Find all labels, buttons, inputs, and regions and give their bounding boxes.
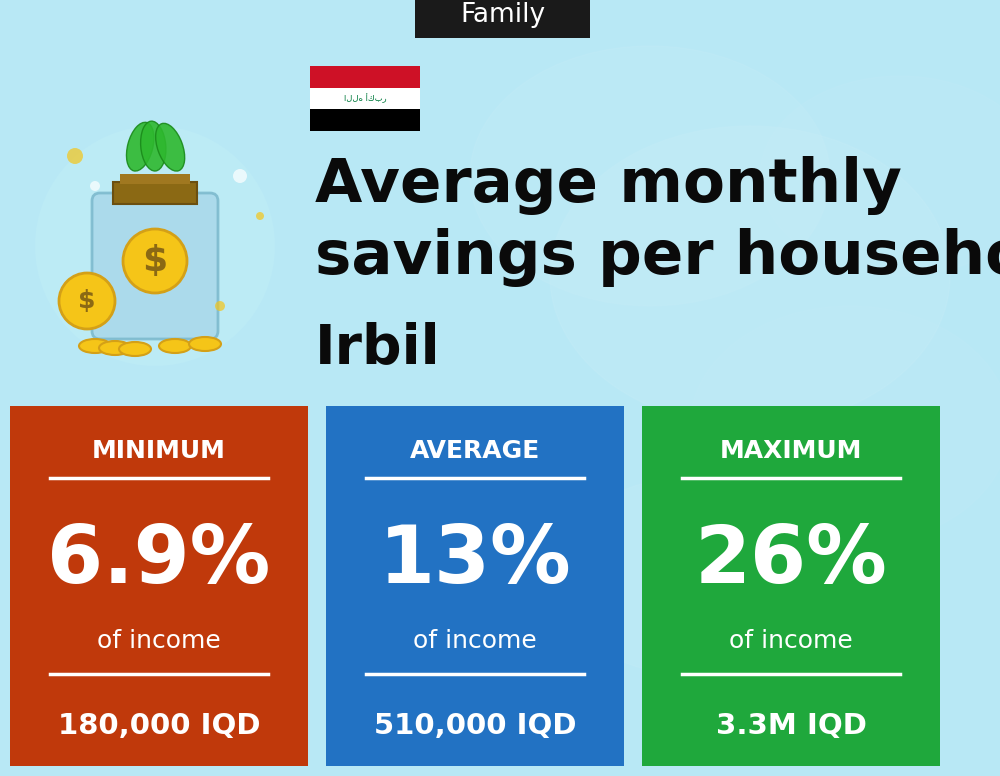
Text: of income: of income	[413, 629, 537, 653]
Ellipse shape	[760, 76, 1000, 276]
Text: AVERAGE: AVERAGE	[410, 439, 540, 463]
Text: 3.3M IQD: 3.3M IQD	[716, 712, 866, 740]
Ellipse shape	[35, 126, 275, 366]
Bar	[10, 406, 308, 766]
Ellipse shape	[119, 342, 151, 356]
Ellipse shape	[690, 306, 1000, 546]
Circle shape	[64, 280, 76, 292]
Ellipse shape	[159, 339, 191, 353]
Bar	[310, 88, 420, 109]
Text: of income: of income	[729, 629, 853, 653]
Bar	[642, 406, 940, 766]
Text: $: $	[78, 289, 96, 313]
FancyBboxPatch shape	[92, 193, 218, 339]
Text: 180,000 IQD: 180,000 IQD	[58, 712, 260, 740]
Ellipse shape	[550, 476, 850, 676]
Text: 26%: 26%	[695, 522, 887, 600]
Ellipse shape	[156, 123, 185, 171]
Text: of income: of income	[97, 629, 221, 653]
Text: الله أكبر: الله أكبر	[344, 94, 386, 103]
Ellipse shape	[141, 121, 166, 171]
Ellipse shape	[550, 126, 950, 426]
Text: Average monthly: Average monthly	[315, 156, 902, 215]
Text: $: $	[142, 244, 168, 278]
Bar	[113, 182, 197, 204]
Circle shape	[67, 148, 83, 164]
Ellipse shape	[99, 341, 131, 355]
Circle shape	[233, 169, 247, 183]
Text: Family: Family	[460, 2, 545, 29]
Circle shape	[215, 301, 225, 311]
Ellipse shape	[126, 123, 154, 171]
Text: MAXIMUM: MAXIMUM	[720, 439, 862, 463]
Circle shape	[256, 212, 264, 220]
Circle shape	[59, 273, 115, 329]
Bar	[326, 406, 624, 766]
Circle shape	[90, 181, 100, 191]
Text: 6.9%: 6.9%	[47, 522, 271, 600]
Circle shape	[123, 229, 187, 293]
Bar	[310, 109, 420, 131]
Text: 510,000 IQD: 510,000 IQD	[374, 712, 576, 740]
Text: Irbil: Irbil	[315, 321, 441, 375]
Text: 13%: 13%	[379, 522, 571, 600]
Bar	[415, 0, 590, 38]
Bar	[310, 66, 420, 88]
Ellipse shape	[189, 337, 221, 351]
Text: MINIMUM: MINIMUM	[92, 439, 226, 463]
Ellipse shape	[470, 46, 830, 306]
Ellipse shape	[79, 339, 111, 353]
Text: savings per household in: savings per household in	[315, 228, 1000, 287]
Bar	[120, 174, 190, 184]
